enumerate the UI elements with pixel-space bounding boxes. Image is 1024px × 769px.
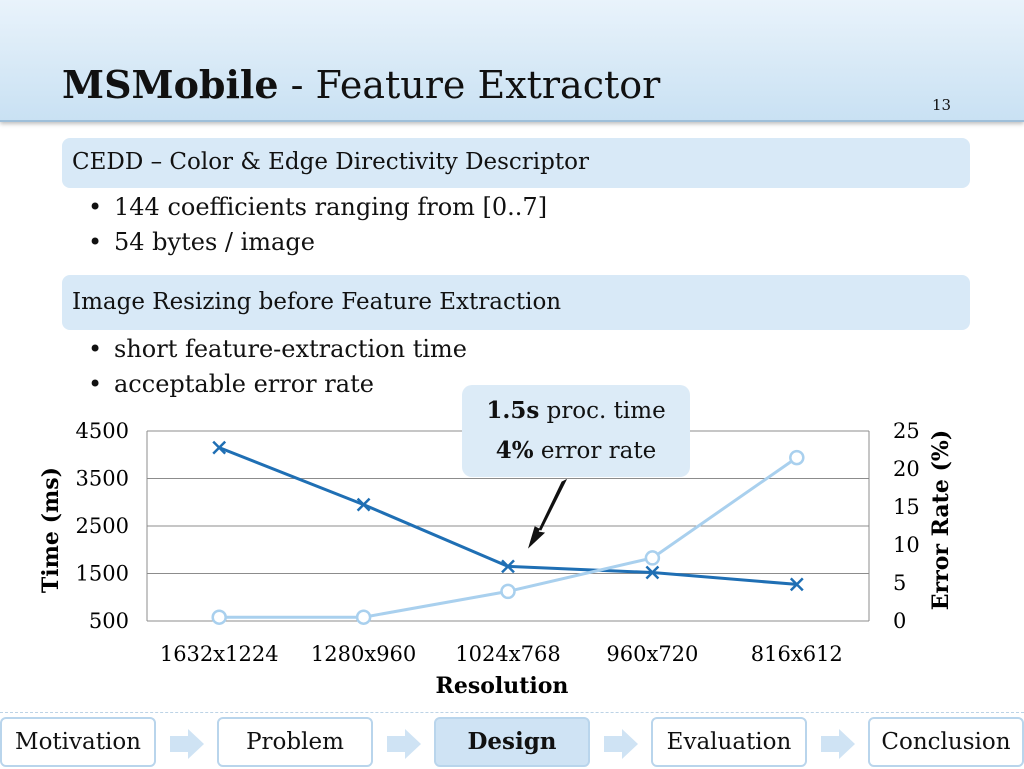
y-right-tick-label: 0 (893, 609, 906, 633)
slide-number: 13 (932, 96, 952, 114)
data-point (644, 550, 661, 566)
data-point (500, 583, 516, 600)
data-point (789, 449, 805, 466)
callout-line-time: 1.5s proc. time (462, 391, 690, 431)
x-tick-label: 1280x960 (311, 642, 416, 666)
y-right-tick-label: 20 (893, 457, 920, 481)
data-point (211, 609, 227, 625)
x-tick-label: 960x720 (606, 642, 698, 666)
bullet-item: 54 bytes / image (88, 225, 547, 260)
data-point (789, 577, 804, 592)
nav-item-evaluation[interactable]: Evaluation (651, 717, 807, 767)
slide-header (0, 0, 1024, 122)
data-point (645, 565, 660, 580)
nav-item-design[interactable]: Design (434, 717, 590, 767)
y-left-tick-label: 1500 (76, 562, 129, 586)
callout-time-value: 1.5s (486, 397, 540, 424)
section-heading-resizing: Image Resizing before Feature Extraction (62, 275, 970, 330)
bullet-item: 144 coefficients ranging from [0..7] (88, 190, 547, 225)
section-heading-cedd: CEDD – Color & Edge Directivity Descript… (62, 138, 970, 188)
y-right-axis-label: Error Rate (%) (928, 430, 954, 610)
data-point (212, 440, 227, 455)
y-right-tick-label: 10 (893, 533, 920, 557)
data-point (355, 609, 372, 625)
x-tick-label: 1024x768 (455, 642, 560, 666)
resolution-chart: 500 1500 2500 3500 4500 0 5 10 15 20 25 1632x1224 12… (38, 419, 954, 699)
title-subtitle: Feature Extractor (315, 63, 661, 107)
section-navigation: Motivation Problem Design Evaluation Con… (0, 712, 1024, 769)
bullet-item: short feature-extraction time (88, 332, 467, 367)
slide-title: MSMobile - Feature Extractor (62, 62, 660, 107)
x-tick-label: 816x612 (751, 642, 843, 666)
chevron-right-icon (387, 729, 421, 759)
y-right-tick-label: 15 (893, 495, 920, 519)
callout-box: 1.5s proc. time 4% error rate (462, 385, 690, 477)
y-left-tick-label: 3500 (76, 467, 129, 491)
x-axis-label: Resolution (436, 673, 569, 699)
title-main: MSMobile (62, 62, 279, 107)
y-right-tick-label: 5 (893, 571, 906, 595)
nav-item-conclusion[interactable]: Conclusion (868, 717, 1024, 767)
chevron-right-icon (170, 729, 204, 759)
arrow-pointer-icon (527, 478, 568, 549)
nav-item-problem[interactable]: Problem (217, 717, 373, 767)
data-point (501, 559, 515, 574)
data-point (356, 497, 371, 512)
chevron-right-icon (604, 729, 638, 759)
chevron-right-icon (821, 729, 855, 759)
x-tick-label: 1632x1224 (160, 642, 279, 666)
callout-time-text: proc. time (539, 398, 666, 424)
bullet-list-resizing: short feature-extraction time acceptable… (88, 332, 467, 402)
y-left-tick-label: 4500 (76, 419, 129, 443)
y-left-tick-label: 500 (89, 609, 129, 633)
bullet-item: acceptable error rate (88, 367, 467, 402)
nav-item-motivation[interactable]: Motivation (0, 717, 156, 767)
title-separator: - (278, 63, 316, 107)
callout-error-text: error rate (533, 438, 657, 464)
callout-line-error: 4% error rate (462, 431, 690, 471)
bullet-list-cedd: 144 coefficients ranging from [0..7] 54 … (88, 190, 547, 260)
y-left-axis-label: Time (ms) (38, 467, 64, 593)
y-left-tick-label: 2500 (76, 514, 129, 538)
y-right-tick-label: 25 (893, 419, 920, 443)
callout-error-value: 4% (495, 437, 534, 464)
